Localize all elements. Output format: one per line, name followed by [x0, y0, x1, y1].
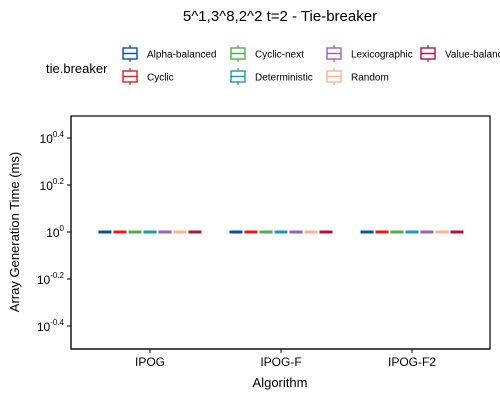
legend: Alpha-balanced Cyclic Cyclic-next Determini…: [122, 45, 500, 85]
y-tick-label: 100.2: [40, 177, 65, 193]
legend-item: Random: [326, 68, 389, 85]
x-tick-label: IPOG-F: [260, 355, 301, 369]
legend-label: Deterministic: [255, 73, 313, 84]
x-tick-label: IPOG: [135, 355, 165, 369]
legend-label: Cyclic-next: [255, 50, 304, 61]
legend-label: Cyclic: [147, 73, 174, 84]
legend-label: Lexicographic: [351, 50, 413, 61]
y-axis-title: Array Generation Time (ms): [7, 152, 22, 312]
y-tick-label: 100: [46, 224, 64, 240]
legend-title: tie.breaker: [46, 61, 108, 76]
legend-label: Value-balanced: [445, 50, 500, 61]
legend-item: Cyclic-next: [230, 45, 304, 62]
legend-item: Value-balanced: [420, 45, 500, 62]
x-axis: IPOG IPOG-F IPOG-F2: [71, 348, 490, 369]
x-tick-label: IPOG-F2: [388, 355, 436, 369]
x-axis-title: Algorithm: [253, 375, 308, 390]
legend-item: Cyclic: [122, 68, 174, 85]
legend-label: Alpha-balanced: [147, 50, 217, 61]
legend-label: Random: [351, 73, 389, 84]
chart-title: 5^1,3^8,2^2 t=2 - Tie-breaker: [183, 8, 377, 25]
y-tick-label: 100.4: [40, 130, 65, 146]
legend-item: Alpha-balanced: [122, 45, 217, 62]
y-axis: 10-0.4 10-0.2 100 100.2 100.4: [37, 116, 72, 349]
legend-item: Lexicographic: [326, 45, 413, 62]
y-tick-label: 10-0.4: [37, 318, 65, 334]
legend-item: Deterministic: [230, 68, 313, 85]
y-tick-label: 10-0.2: [37, 271, 65, 287]
